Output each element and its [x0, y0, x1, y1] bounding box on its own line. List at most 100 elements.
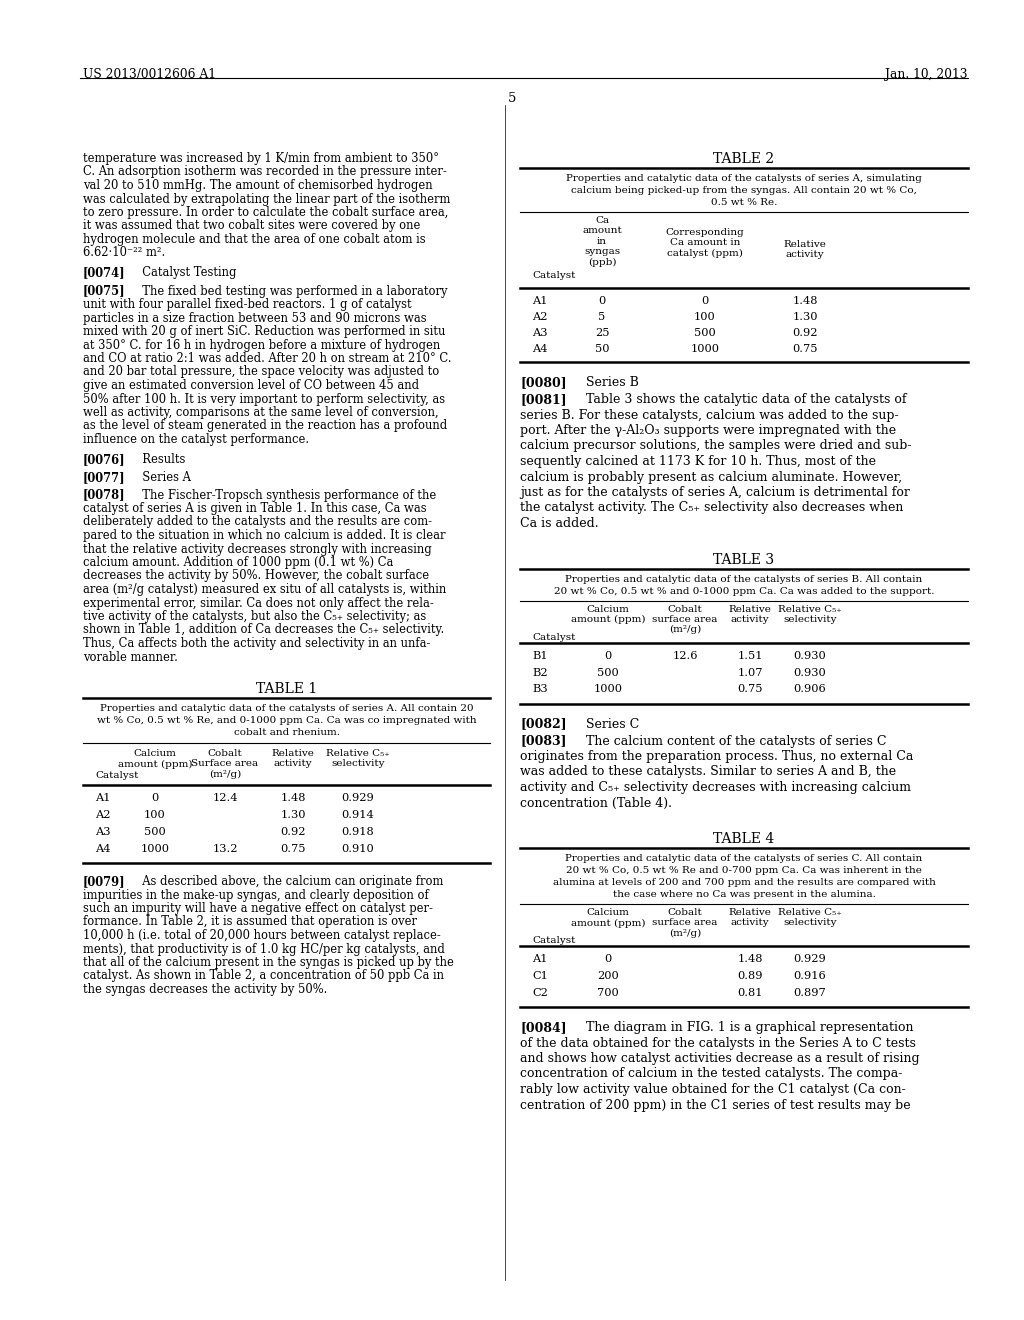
Text: 100: 100 — [144, 810, 166, 820]
Text: concentration (Table 4).: concentration (Table 4). — [520, 796, 672, 809]
Text: sequently calcined at 1173 K for 10 h. Thus, most of the: sequently calcined at 1173 K for 10 h. T… — [520, 455, 876, 469]
Text: C2: C2 — [532, 987, 548, 998]
Text: Properties and catalytic data of the catalysts of series A, simulating: Properties and catalytic data of the cat… — [566, 174, 922, 183]
Text: B2: B2 — [532, 668, 548, 677]
Text: 1.07: 1.07 — [737, 668, 763, 677]
Text: of the data obtained for the catalysts in the Series A to C tests: of the data obtained for the catalysts i… — [520, 1036, 915, 1049]
Text: Results: Results — [135, 454, 185, 466]
Text: 500: 500 — [597, 668, 618, 677]
Text: 0.81: 0.81 — [737, 987, 763, 998]
Text: 0.929: 0.929 — [342, 793, 375, 803]
Text: Relative C₅₊
selectivity: Relative C₅₊ selectivity — [326, 748, 390, 768]
Text: [0083]: [0083] — [520, 734, 566, 747]
Text: decreases the activity by 50%. However, the cobalt surface: decreases the activity by 50%. However, … — [83, 569, 429, 582]
Text: 500: 500 — [144, 828, 166, 837]
Text: activity and C₅₊ selectivity decreases with increasing calcium: activity and C₅₊ selectivity decreases w… — [520, 781, 911, 795]
Text: Relative
activity: Relative activity — [728, 605, 771, 624]
Text: 1.51: 1.51 — [737, 651, 763, 660]
Text: A3: A3 — [532, 327, 548, 338]
Text: [0078]: [0078] — [83, 488, 126, 502]
Text: 500: 500 — [694, 327, 716, 338]
Text: B3: B3 — [532, 685, 548, 694]
Text: 0: 0 — [152, 793, 159, 803]
Text: 0.92: 0.92 — [281, 828, 306, 837]
Text: 1.48: 1.48 — [737, 954, 763, 964]
Text: The fixed bed testing was performed in a laboratory: The fixed bed testing was performed in a… — [135, 285, 447, 297]
Text: that the relative activity decreases strongly with increasing: that the relative activity decreases str… — [83, 543, 432, 556]
Text: 50: 50 — [595, 345, 609, 354]
Text: such an impurity will have a negative effect on catalyst per-: such an impurity will have a negative ef… — [83, 902, 433, 915]
Text: and 20 bar total pressure, the space velocity was adjusted to: and 20 bar total pressure, the space vel… — [83, 366, 439, 379]
Text: temperature was increased by 1 K/min from ambient to 350°: temperature was increased by 1 K/min fro… — [83, 152, 439, 165]
Text: 0.89: 0.89 — [737, 972, 763, 981]
Text: and shows how catalyst activities decrease as a result of rising: and shows how catalyst activities decrea… — [520, 1052, 920, 1065]
Text: wt % Co, 0.5 wt % Re, and 0-1000 ppm Ca. Ca was co impregnated with: wt % Co, 0.5 wt % Re, and 0-1000 ppm Ca.… — [96, 715, 476, 725]
Text: A1: A1 — [532, 296, 548, 306]
Text: cobalt and rhenium.: cobalt and rhenium. — [233, 729, 340, 737]
Text: 700: 700 — [597, 987, 618, 998]
Text: [0076]: [0076] — [83, 454, 126, 466]
Text: Cobalt
Surface area
(m²/g): Cobalt Surface area (m²/g) — [191, 748, 259, 779]
Text: As described above, the calcium can originate from: As described above, the calcium can orig… — [135, 875, 443, 888]
Text: 13.2: 13.2 — [212, 843, 238, 854]
Text: TABLE 2: TABLE 2 — [714, 152, 774, 166]
Text: concentration of calcium in the tested catalysts. The compa-: concentration of calcium in the tested c… — [520, 1068, 902, 1081]
Text: val 20 to 510 mmHg. The amount of chemisorbed hydrogen: val 20 to 510 mmHg. The amount of chemis… — [83, 180, 432, 191]
Text: catalyst. As shown in Table 2, a concentration of 50 ppb Ca in: catalyst. As shown in Table 2, a concent… — [83, 969, 444, 982]
Text: Catalyst: Catalyst — [95, 771, 138, 780]
Text: catalyst of series A is given in Table 1. In this case, Ca was: catalyst of series A is given in Table 1… — [83, 502, 427, 515]
Text: 0.929: 0.929 — [794, 954, 826, 964]
Text: C. An adsorption isotherm was recorded in the pressure inter-: C. An adsorption isotherm was recorded i… — [83, 165, 446, 178]
Text: TABLE 1: TABLE 1 — [256, 682, 317, 696]
Text: TABLE 4: TABLE 4 — [714, 832, 774, 846]
Text: 0.930: 0.930 — [794, 651, 826, 660]
Text: Relative C₅₊
selectivity: Relative C₅₊ selectivity — [778, 908, 842, 928]
Text: Catalyst Testing: Catalyst Testing — [135, 267, 237, 279]
Text: 0: 0 — [598, 296, 605, 306]
Text: the syngas decreases the activity by 50%.: the syngas decreases the activity by 50%… — [83, 983, 328, 997]
Text: 0: 0 — [701, 296, 709, 306]
Text: mixed with 20 g of inert SiC. Reduction was performed in situ: mixed with 20 g of inert SiC. Reduction … — [83, 325, 445, 338]
Text: pared to the situation in which no calcium is added. It is clear: pared to the situation in which no calci… — [83, 529, 445, 543]
Text: [0080]: [0080] — [520, 376, 566, 389]
Text: A4: A4 — [95, 843, 111, 854]
Text: B1: B1 — [532, 651, 548, 660]
Text: Cobalt
surface area
(m²/g): Cobalt surface area (m²/g) — [652, 908, 718, 939]
Text: the catalyst activity. The C₅₊ selectivity also decreases when: the catalyst activity. The C₅₊ selectivi… — [520, 502, 903, 515]
Text: [0081]: [0081] — [520, 393, 566, 407]
Text: 1.30: 1.30 — [793, 312, 818, 322]
Text: Calcium
amount (ppm): Calcium amount (ppm) — [570, 605, 645, 624]
Text: A1: A1 — [95, 793, 111, 803]
Text: Calcium
amount (ppm): Calcium amount (ppm) — [118, 748, 193, 768]
Text: 0.5 wt % Re.: 0.5 wt % Re. — [711, 198, 777, 207]
Text: Catalyst: Catalyst — [532, 936, 575, 945]
Text: hydrogen molecule and that the area of one cobalt atom is: hydrogen molecule and that the area of o… — [83, 234, 426, 246]
Text: 5: 5 — [598, 312, 605, 322]
Text: Properties and catalytic data of the catalysts of series C. All contain: Properties and catalytic data of the cat… — [565, 854, 923, 863]
Text: and CO at ratio 2:1 was added. After 20 h on stream at 210° C.: and CO at ratio 2:1 was added. After 20 … — [83, 352, 452, 366]
Text: give an estimated conversion level of CO between 45 and: give an estimated conversion level of CO… — [83, 379, 419, 392]
Text: port. After the γ-Al₂O₃ supports were impregnated with the: port. After the γ-Al₂O₃ supports were im… — [520, 424, 896, 437]
Text: Relative
activity: Relative activity — [783, 240, 826, 260]
Text: 1000: 1000 — [140, 843, 170, 854]
Text: 0: 0 — [604, 651, 611, 660]
Text: 10,000 h (i.e. total of 20,000 hours between catalyst replace-: 10,000 h (i.e. total of 20,000 hours bet… — [83, 929, 440, 942]
Text: well as activity, comparisons at the same level of conversion,: well as activity, comparisons at the sam… — [83, 407, 438, 418]
Text: US 2013/0012606 A1: US 2013/0012606 A1 — [83, 69, 216, 81]
Text: 1000: 1000 — [594, 685, 623, 694]
Text: calcium being picked-up from the syngas. All contain 20 wt % Co,: calcium being picked-up from the syngas.… — [571, 186, 916, 195]
Text: that all of the calcium present in the syngas is picked up by the: that all of the calcium present in the s… — [83, 956, 454, 969]
Text: tive activity of the catalysts, but also the C₅₊ selectivity; as: tive activity of the catalysts, but also… — [83, 610, 426, 623]
Text: TABLE 3: TABLE 3 — [714, 553, 774, 566]
Text: 0.75: 0.75 — [737, 685, 763, 694]
Text: [0084]: [0084] — [520, 1020, 566, 1034]
Text: Catalyst: Catalyst — [532, 271, 575, 280]
Text: The diagram in FIG. 1 is a graphical representation: The diagram in FIG. 1 is a graphical rep… — [578, 1020, 913, 1034]
Text: Ca
amount
in
syngas
(ppb): Ca amount in syngas (ppb) — [582, 216, 622, 267]
Text: ments), that productivity is of 1.0 kg HC/per kg catalysts, and: ments), that productivity is of 1.0 kg H… — [83, 942, 444, 956]
Text: rably low activity value obtained for the C1 catalyst (Ca con-: rably low activity value obtained for th… — [520, 1082, 906, 1096]
Text: 0.75: 0.75 — [793, 345, 818, 354]
Text: 1.48: 1.48 — [281, 793, 306, 803]
Text: [0082]: [0082] — [520, 718, 566, 730]
Text: 0: 0 — [604, 954, 611, 964]
